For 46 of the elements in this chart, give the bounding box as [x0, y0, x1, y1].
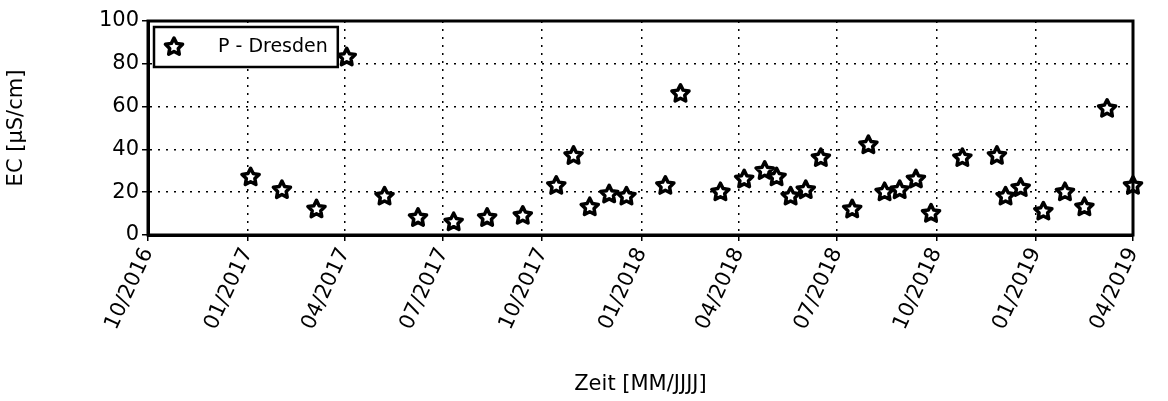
legend-label: P - Dresden	[218, 33, 328, 56]
y-tick-label: 80	[112, 50, 139, 75]
point	[795, 179, 817, 200]
point	[1033, 200, 1054, 221]
point	[986, 145, 1008, 165]
point	[1096, 97, 1118, 118]
y-axis-title: EC [µS/cm]	[3, 69, 28, 187]
y-tick-label: 60	[112, 93, 139, 118]
point	[905, 168, 927, 189]
point	[780, 185, 801, 206]
point	[336, 46, 358, 67]
x-axis-title: Zeit [MM/JJJJ]	[574, 370, 707, 395]
y-tick-label: 20	[112, 178, 139, 203]
point	[858, 134, 879, 155]
point	[598, 183, 620, 204]
point	[240, 166, 261, 187]
point	[670, 83, 691, 103]
point	[1010, 177, 1031, 197]
point	[443, 211, 464, 232]
point	[889, 179, 911, 200]
point	[476, 207, 498, 227]
y-tick-label: 100	[98, 7, 139, 32]
point	[710, 181, 731, 202]
point	[512, 204, 534, 225]
point	[1054, 181, 1076, 202]
point	[306, 198, 327, 219]
point	[563, 145, 584, 165]
point	[579, 196, 601, 217]
y-tick-label: 40	[112, 135, 139, 160]
point	[920, 202, 942, 223]
point	[616, 185, 637, 206]
y-tick-label: 0	[125, 221, 139, 246]
point	[810, 147, 832, 167]
point	[874, 181, 895, 202]
point	[841, 198, 863, 219]
point	[952, 147, 973, 167]
point	[271, 179, 293, 200]
point	[733, 168, 755, 189]
point	[766, 166, 787, 187]
point	[995, 185, 1016, 206]
point	[407, 207, 429, 227]
point	[545, 175, 567, 195]
point	[754, 160, 776, 180]
point	[374, 185, 395, 206]
point	[1074, 196, 1095, 217]
point	[655, 175, 676, 195]
